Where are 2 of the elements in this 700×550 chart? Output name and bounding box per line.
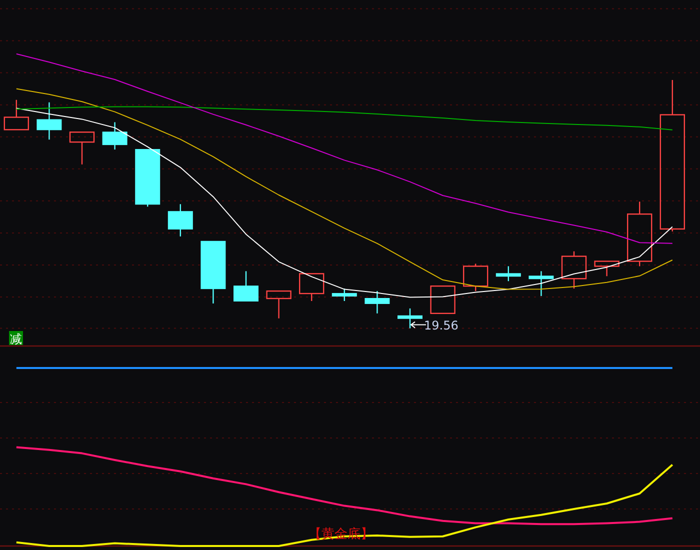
text: 减 bbox=[10, 332, 22, 346]
annotation: 19.56 bbox=[424, 318, 458, 332]
